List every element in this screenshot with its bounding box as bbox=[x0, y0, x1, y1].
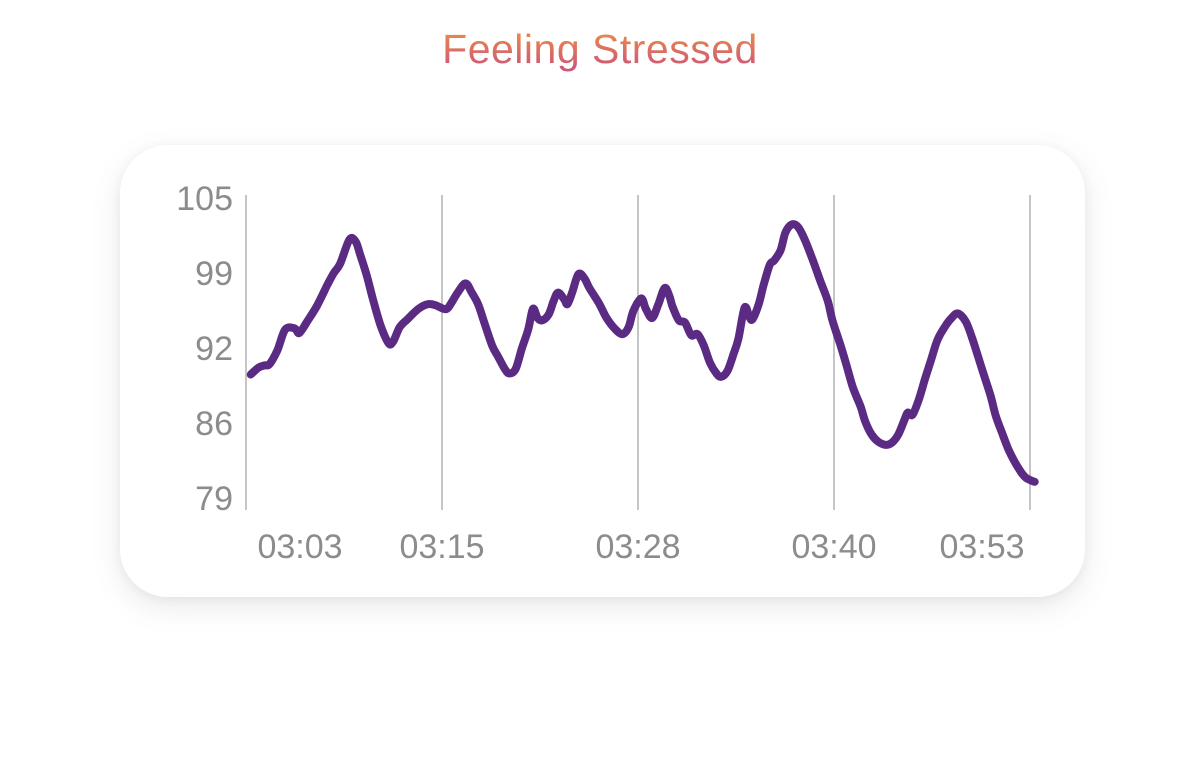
heart-rate-line bbox=[246, 220, 1039, 486]
x-axis-label: 03:03 bbox=[257, 528, 342, 566]
y-axis-label: 86 bbox=[195, 405, 233, 443]
chart-card: 105 99 92 86 79 03:03 03:15 03:28 03:40 03:53 bbox=[120, 145, 1085, 597]
x-axis-label: 03:40 bbox=[791, 528, 876, 566]
gridlines bbox=[245, 195, 1031, 510]
x-axis-labels: 03:03 03:15 03:28 03:40 03:53 bbox=[257, 528, 1024, 566]
x-axis-label: 03:15 bbox=[399, 528, 484, 566]
y-axis-label: 105 bbox=[176, 180, 233, 218]
y-axis-labels: 105 99 92 86 79 bbox=[176, 180, 233, 518]
x-axis-label: 03:53 bbox=[939, 528, 1024, 566]
y-axis-label: 79 bbox=[195, 480, 233, 518]
line-chart: 105 99 92 86 79 03:03 03:15 03:28 03:40 03:53 bbox=[176, 180, 1039, 566]
page-title: Feeling Stressed bbox=[0, 26, 1200, 73]
y-axis-label: 99 bbox=[195, 255, 233, 293]
y-axis-label: 92 bbox=[195, 330, 233, 368]
x-axis-label: 03:28 bbox=[595, 528, 680, 566]
